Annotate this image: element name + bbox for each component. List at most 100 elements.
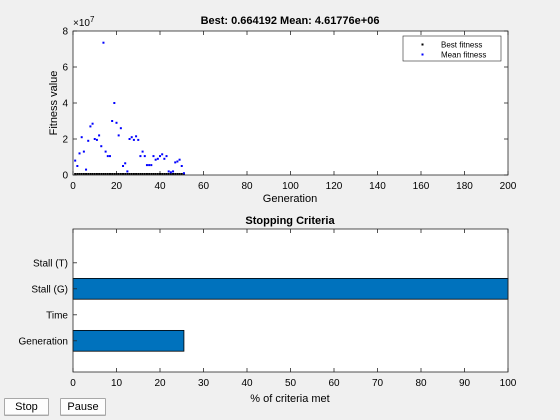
fitness-ticks: 0 20 40 60 80 100 120 140 160 180 200 0 2 4 6 8 [62,27,516,193]
criteria-category-label: Generation [19,336,68,347]
best-fitness-point [106,173,109,175]
criteria-x-tick-label: 30 [198,378,210,389]
mean-fitness-point [124,162,127,165]
fitness-x-tick-label: 200 [500,181,517,192]
mean-fitness-point [172,170,175,173]
legend-best-marker [421,43,424,46]
mean-fitness-point [95,138,98,141]
best-fitness-point [154,173,157,175]
fitness-x-tick-label: 120 [326,181,343,192]
best-fitness-point [87,173,90,175]
mean-fitness-point [174,161,177,164]
mean-fitness-point [111,120,114,122]
mean-fitness-point [76,165,79,167]
best-fitness-point [156,173,159,175]
mean-fitness-point [180,165,183,167]
best-fitness-point [159,173,161,175]
best-fitness-point [91,173,94,175]
best-fitness-point [82,173,85,175]
best-fitness-point [180,173,183,175]
best-fitness-point [148,173,151,175]
best-fitness-point [165,173,168,175]
best-fitness-point [161,173,164,175]
mean-fitness-point [108,155,111,158]
best-fitness-point [169,173,172,175]
mean-fitness-point [113,102,116,104]
mean-fitness-point [132,138,135,141]
mean-fitness-point [122,165,125,167]
criteria-x-tick-label: 10 [111,378,123,389]
best-fitness-point [137,173,140,175]
fitness-y-tick-label: 6 [62,63,68,74]
mean-fitness-point [161,153,164,156]
best-fitness-point [124,173,127,175]
criteria-x-tick-label: 50 [285,378,297,389]
fitness-x-tick-label: 140 [369,181,386,192]
best-fitness-point [152,173,155,175]
best-fitness-point [89,173,92,175]
fitness-y-axis-label: Fitness value [48,71,60,136]
legend-best-label: Best fitness [441,41,482,50]
criteria-axes-box [72,228,509,373]
fitness-y-tick-label: 4 [62,99,68,110]
best-fitness-point [76,173,79,175]
criteria-x-tick-label: 70 [372,378,384,389]
criteria-x-axis-label: % of criteria met [250,393,329,405]
mean-fitness-point [74,159,77,162]
best-fitness-point [104,173,107,175]
pause-button[interactable]: Pause [60,398,106,416]
best-fitness-point [128,173,131,175]
criteria-x-tick-label: 40 [241,378,253,389]
legend-mean-marker [421,53,424,56]
mean-fitness-point [150,164,153,167]
criteria-bar [72,329,185,352]
criteria-category-label: Stall (T) [33,258,68,269]
criteria-bars [72,277,509,352]
stop-button[interactable]: Stop [4,398,49,416]
best-fitness-point [80,173,83,175]
best-fitness-point [122,173,125,175]
best-fitness-point [85,173,88,175]
fitness-x-axis-label: Generation [263,193,317,205]
best-fitness-point [139,173,142,175]
mean-fitness-point [104,150,107,153]
mean-fitness-point [178,158,181,161]
mean-fitness-point [169,171,172,174]
mean-fitness-point [176,160,179,163]
best-fitness-point [126,173,129,175]
fitness-plot: Best: 0.664192 Mean: 4.61776e+06 ×107 0 2… [48,15,517,205]
best-fitness-point [141,173,144,175]
best-fitness-point [78,173,81,175]
mean-fitness-point [85,168,88,171]
mean-fitness-point [82,150,85,153]
mean-fitness-point [80,136,83,139]
mean-fitness-point [93,138,96,140]
mean-fitness-point [141,150,144,153]
mean-fitness-point [87,139,90,142]
fitness-y-tick-label: 2 [62,135,68,146]
best-fitness-point [143,173,146,175]
legend-mean-label: Mean fitness [441,51,486,60]
fitness-legend: Best fitness Mean fitness [402,35,502,62]
mean-fitness-point [167,170,170,173]
mean-fitness-point [102,41,105,44]
fitness-x-tick-label: 160 [413,181,430,192]
fitness-axes-box [72,30,509,176]
mean-fitness-point [119,127,122,130]
fitness-x-tick-label: 0 [70,181,76,192]
criteria-x-tick-label: 90 [459,378,471,389]
best-fitness-point [130,173,133,175]
best-fitness-point [176,173,179,175]
mean-fitness-point [148,164,151,167]
best-fitness-point [119,173,122,175]
best-fitness-point [167,173,170,175]
mean-fitness-point [117,134,120,137]
best-fitness-point [135,173,138,175]
mean-fitness-point [156,157,159,160]
exponent-base: ×10 [73,18,90,29]
criteria-x-tick-label: 80 [415,378,427,389]
best-fitness-point [117,173,120,175]
mean-fitness-point [100,145,103,148]
best-fitness-point [74,173,77,175]
